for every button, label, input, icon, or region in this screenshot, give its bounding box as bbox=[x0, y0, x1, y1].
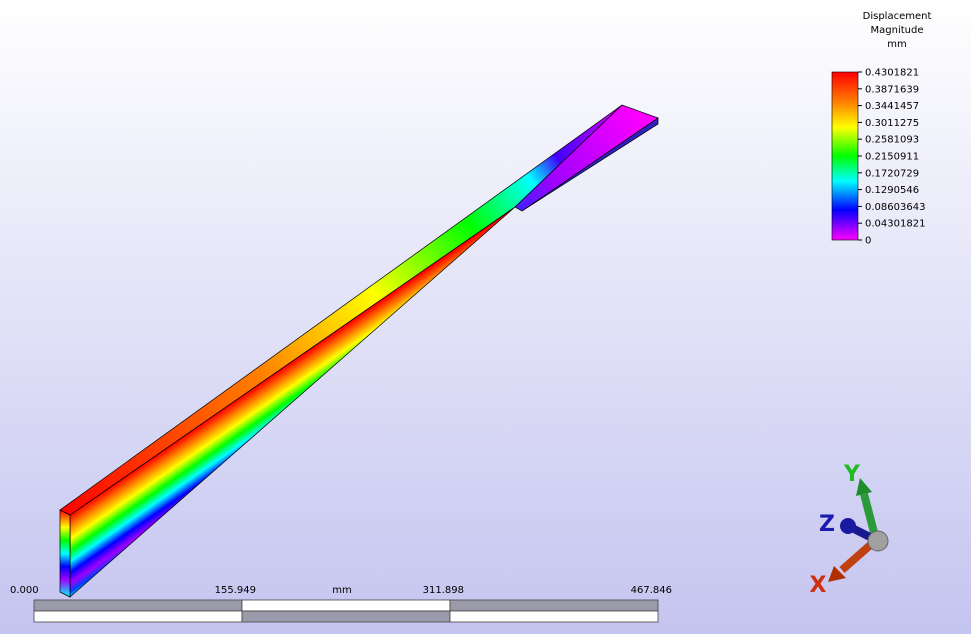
scale-segment bbox=[34, 611, 242, 622]
legend-title: Magnitude bbox=[871, 25, 924, 36]
legend-label: 0.4301821 bbox=[865, 68, 919, 79]
legend-color-bar bbox=[832, 72, 858, 240]
scale-segment bbox=[450, 611, 658, 622]
legend-labels: 0.4301821 0.3871639 0.3441457 0.3011275 0.25… bbox=[858, 68, 925, 247]
z-axis-label: Z bbox=[819, 512, 835, 537]
x-axis-label: X bbox=[810, 573, 827, 598]
scale-label: 467.846 bbox=[631, 585, 672, 596]
legend-label: 0.3871639 bbox=[865, 84, 919, 95]
scale-bar bbox=[34, 600, 658, 622]
legend-title: mm bbox=[887, 39, 906, 50]
legend-label: 0.04301821 bbox=[865, 219, 925, 230]
scale-segment bbox=[34, 600, 242, 611]
viewport: Displacement Magnitude mm 0.4301821 0.387… bbox=[0, 0, 971, 634]
beam-end-face bbox=[60, 510, 70, 597]
legend-label: 0.1290546 bbox=[865, 185, 919, 196]
legend-label: 0.3011275 bbox=[865, 118, 919, 129]
page: Displacement Magnitude mm 0.4301821 0.387… bbox=[0, 0, 971, 634]
triad-origin bbox=[868, 531, 888, 551]
legend-label: 0.1720729 bbox=[865, 168, 919, 179]
scale-label: 155.949 bbox=[215, 585, 256, 596]
scale-segment bbox=[242, 611, 450, 622]
legend-label: 0.2150911 bbox=[865, 152, 919, 163]
y-axis-label: Y bbox=[843, 462, 861, 487]
legend-label: 0.2581093 bbox=[865, 135, 919, 146]
scale-label: 0.000 bbox=[10, 585, 39, 596]
legend-label: 0.3441457 bbox=[865, 101, 919, 112]
scale-label: mm bbox=[332, 585, 351, 596]
background bbox=[0, 0, 971, 634]
legend-title: Displacement bbox=[863, 11, 932, 22]
z-axis-head bbox=[840, 518, 856, 534]
legend-label: 0.08603643 bbox=[865, 202, 925, 213]
scale-segment bbox=[242, 600, 450, 611]
scale-label: 311.898 bbox=[423, 585, 464, 596]
legend-label: 0 bbox=[865, 236, 871, 247]
scale-segment bbox=[450, 600, 658, 611]
